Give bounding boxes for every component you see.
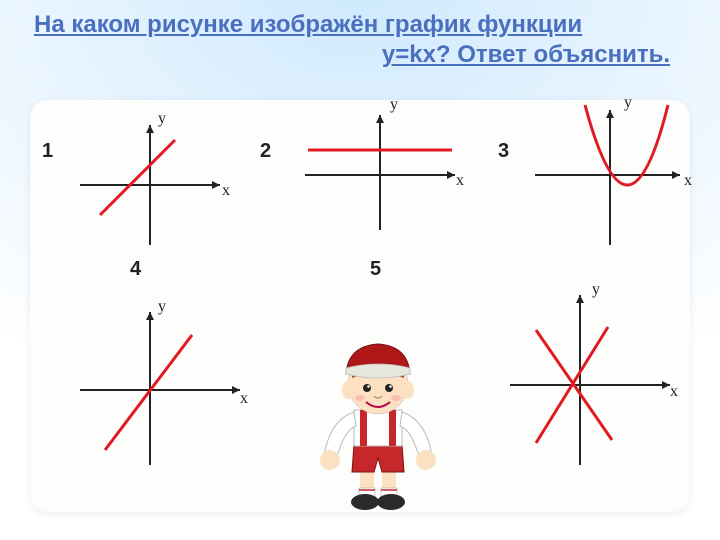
g2-ylabel: y — [390, 96, 398, 114]
slide-title: На каком рисунке изображён график функци… — [34, 10, 700, 70]
label-5: 5 — [370, 258, 381, 281]
g2-xlabel: x — [456, 172, 464, 190]
slide: На каком рисунке изображён график функци… — [0, 0, 720, 540]
graph-3: x y — [530, 100, 690, 270]
label-1: 1 — [42, 140, 53, 163]
g1-xlabel: x — [222, 182, 230, 200]
g4-xlabel: x — [240, 390, 248, 408]
title-line1: На каком рисунке изображён график функци… — [34, 11, 582, 38]
graph-1: x y — [70, 110, 230, 260]
graph-2: x y — [300, 100, 460, 250]
g3-ylabel: y — [624, 94, 632, 112]
graph-4: x y — [70, 300, 230, 480]
g1-ylabel: y — [158, 110, 166, 128]
g5-ylabel: y — [592, 281, 600, 299]
label-3: 3 — [498, 140, 509, 163]
graph-3-svg — [530, 100, 690, 270]
content-panel: 1 x y 2 x y 3 — [30, 100, 690, 512]
g5-xlabel: x — [670, 383, 678, 401]
title-line2: y=kx? Ответ объяснить. — [34, 40, 700, 70]
label-2: 2 — [260, 140, 271, 163]
graph-1-svg — [70, 110, 230, 260]
graph-5-line — [500, 285, 680, 480]
graph-2-svg — [300, 100, 460, 250]
label-4: 4 — [130, 258, 141, 281]
graph-5: x y — [500, 285, 660, 480]
cartoon-character — [310, 340, 445, 520]
character-svg — [310, 340, 445, 515]
g4-ylabel: y — [158, 298, 166, 316]
g3-xlabel: x — [684, 172, 692, 190]
graph-4-svg — [70, 300, 250, 480]
